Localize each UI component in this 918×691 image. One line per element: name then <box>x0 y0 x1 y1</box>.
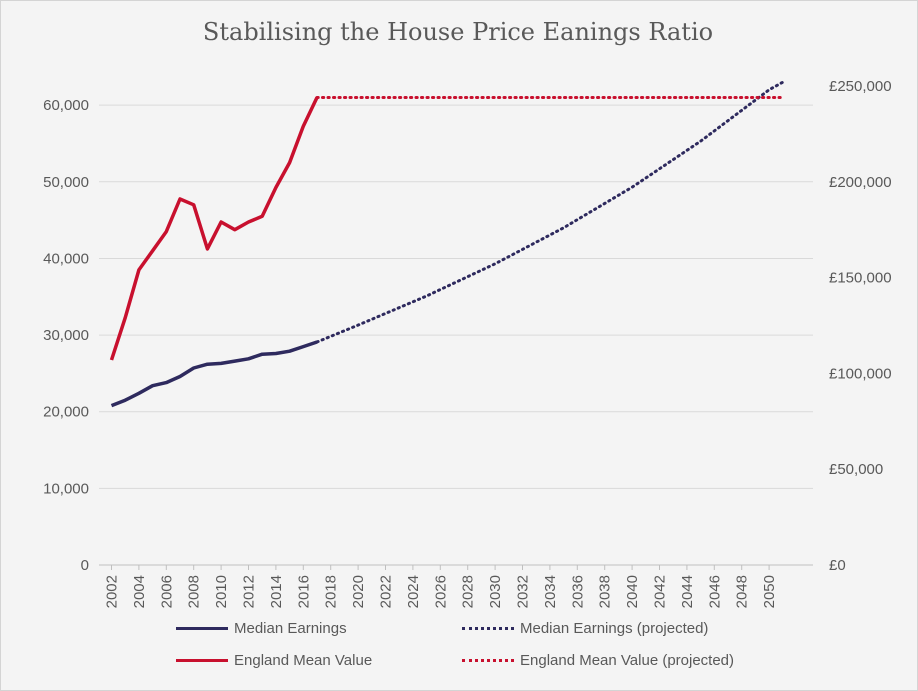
x-tick-label: 2050 <box>761 575 778 608</box>
legend-label-median-earnings: Median Earnings <box>234 620 347 637</box>
x-tick-label: 2020 <box>350 575 367 608</box>
x-tick-label: 2038 <box>597 575 614 608</box>
x-tick-label: 2044 <box>679 575 696 608</box>
y2-tick-label: £150,000 <box>829 270 892 287</box>
x-tick-label: 2010 <box>213 575 230 608</box>
y-tick-label: 40,000 <box>43 250 89 267</box>
gridlines <box>99 104 813 566</box>
x-tick-label: 2048 <box>734 575 751 608</box>
legend-label-england-mean-value: England Mean Value <box>234 652 373 669</box>
y2-tick-label: £0 <box>829 557 846 574</box>
x-tick-label: 2016 <box>295 575 312 608</box>
x-tick-label: 2008 <box>186 575 203 608</box>
left-axis-tick-labels: 0 10,000 20,000 30,000 40,000 50,000 60,000 <box>43 97 89 574</box>
legend-label-median-earnings-projected: Median Earnings (projected) <box>520 620 709 637</box>
chart-title: Stabilising the House Price Eanings Rati… <box>202 18 714 46</box>
y2-tick-label: £50,000 <box>829 461 883 478</box>
series-line-median-earnings <box>110 340 318 408</box>
y-tick-label: 0 <box>81 557 89 574</box>
x-tick-label: 2040 <box>624 575 641 608</box>
series-line-median-earnings-projected <box>315 80 785 344</box>
legend-item-median-earnings: Median Earnings <box>176 620 347 637</box>
y-tick-label: 20,000 <box>43 404 89 421</box>
legend-label-england-mean-value-projected: England Mean Value (projected) <box>520 652 735 669</box>
right-axis-tick-labels: £0 £50,000 £100,000 £150,000 £200,000 £250,00… <box>829 78 892 574</box>
series-line-england-mean-value <box>109 96 319 361</box>
y-tick-label: 50,000 <box>43 174 89 191</box>
x-tick-label: 2030 <box>487 575 504 608</box>
y-tick-label: 60,000 <box>43 97 89 114</box>
y2-tick-label: £200,000 <box>829 174 892 191</box>
x-tick-label: 2026 <box>432 575 449 608</box>
x-tick-label: 2004 <box>131 575 148 608</box>
x-tick-label: 2028 <box>460 575 477 608</box>
legend-item-england-mean-value-projected: England Mean Value (projected) <box>462 652 734 669</box>
x-tick-label: 2024 <box>405 575 422 608</box>
x-tick-label: 2014 <box>268 575 285 608</box>
x-tick-label: 2002 <box>104 575 121 608</box>
y2-tick-label: £100,000 <box>829 365 892 382</box>
x-tick-label: 2022 <box>378 575 395 608</box>
legend-item-median-earnings-projected: Median Earnings (projected) <box>462 620 708 637</box>
series-lines <box>109 80 785 408</box>
x-tick-label: 2042 <box>652 575 669 608</box>
y2-tick-label: £250,000 <box>829 78 892 95</box>
y-tick-label: 10,000 <box>43 480 89 497</box>
legend-swatch-england-mean-value-projected <box>462 659 514 662</box>
legend-swatch-england-mean-value <box>176 659 228 662</box>
x-tick-label: 2036 <box>569 575 586 608</box>
x-tick-label: 2046 <box>706 575 723 608</box>
legend-swatch-median-earnings-projected <box>462 627 514 630</box>
x-tick-label: 2006 <box>158 575 175 608</box>
x-tick-label: 2032 <box>515 575 532 608</box>
y-tick-label: 30,000 <box>43 327 89 344</box>
x-tick-label: 2034 <box>542 575 559 608</box>
x-tick-label: 2012 <box>241 575 258 608</box>
legend-item-england-mean-value: England Mean Value <box>176 652 372 669</box>
legend-swatch-median-earnings <box>176 627 228 630</box>
x-tick-label: 2018 <box>323 575 340 608</box>
x-axis-tick-labels: 2002 2004 2006 2008 2010 2012 2014 2016 2018 2020… <box>104 565 778 608</box>
